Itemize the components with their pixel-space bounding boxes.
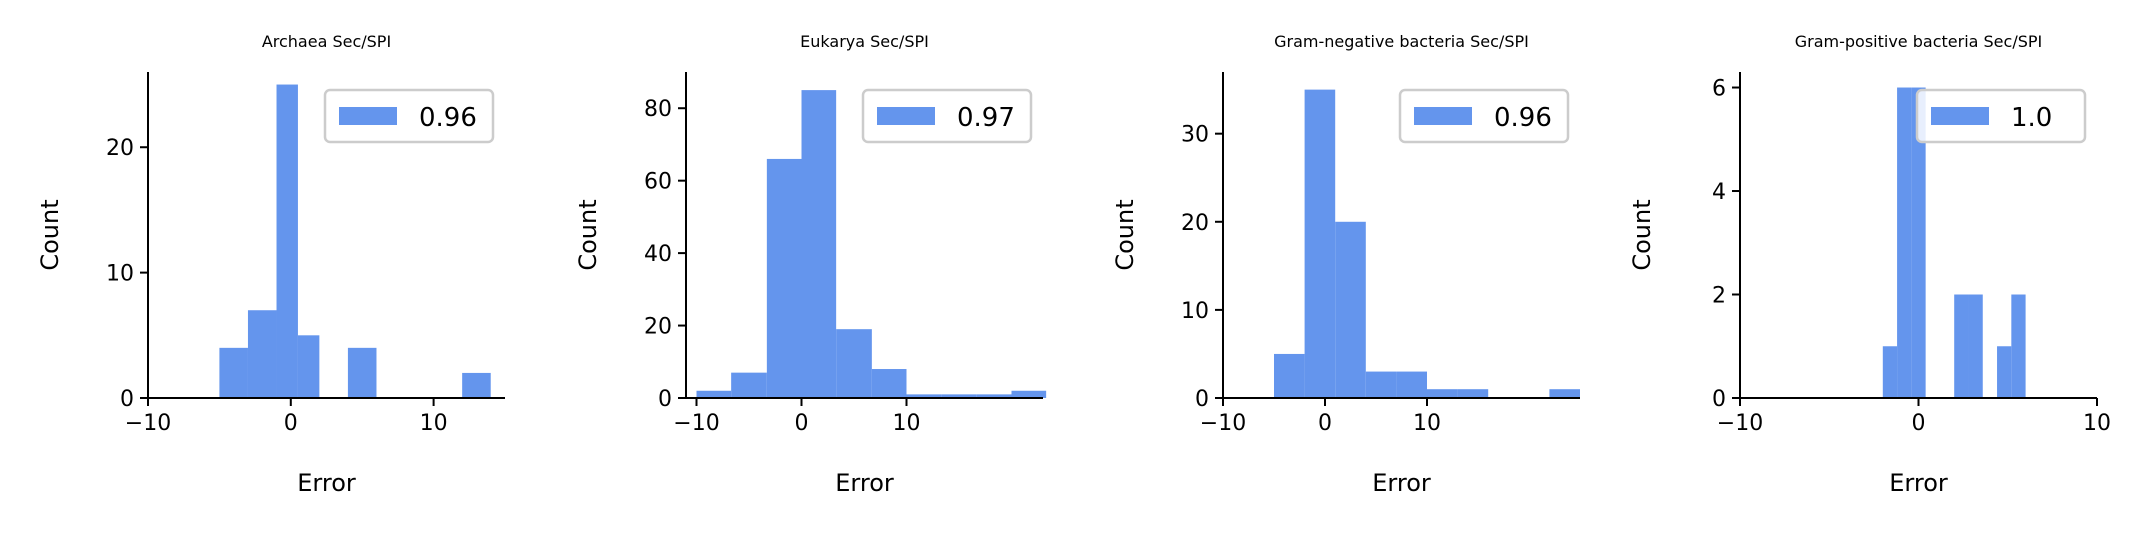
histogram-bar <box>1911 87 1926 399</box>
x-tick-label: 0 <box>1912 411 1926 436</box>
histogram-bar <box>1457 389 1489 398</box>
x-tick-label: 10 <box>1413 411 1441 436</box>
y-tick-label: 80 <box>644 97 672 122</box>
x-axis-label: Error <box>1889 469 1948 497</box>
histogram-bar <box>1427 389 1458 398</box>
histogram-bar <box>871 369 907 398</box>
y-tick-label: 0 <box>658 387 672 412</box>
y-axis-label: Count <box>574 199 602 270</box>
legend: 1.0 <box>1915 88 2087 144</box>
legend-swatch <box>1931 107 1989 125</box>
x-tick-label: −10 <box>1200 411 1246 436</box>
histogram-bar <box>731 372 767 398</box>
histogram-bar <box>1396 371 1427 398</box>
y-tick-label: 2 <box>1712 284 1726 309</box>
histogram-bar <box>906 394 942 398</box>
histogram-bar <box>1335 221 1366 398</box>
x-axis-label: Error <box>1372 469 1431 497</box>
x-tick-label: 0 <box>1318 411 1332 436</box>
histogram-bar <box>941 394 977 398</box>
legend-box <box>861 88 1033 144</box>
legend-swatch <box>877 107 935 125</box>
x-tick-label: 0 <box>284 411 298 436</box>
legend-label: 1.0 <box>2011 103 2052 133</box>
legend-box <box>1915 88 2087 144</box>
y-axis-label: Count <box>36 199 64 270</box>
y-axis-label: Count <box>1111 199 1139 270</box>
histogram-bar <box>1304 89 1336 399</box>
legend: 0.96 <box>1398 88 1570 144</box>
x-axis-label: Error <box>297 469 356 497</box>
y-tick-label: 6 <box>1712 77 1726 102</box>
legend-box <box>1398 88 1570 144</box>
legend: 0.97 <box>861 88 1033 144</box>
x-tick-label: −10 <box>125 411 171 436</box>
x-tick-label: 0 <box>795 411 809 436</box>
histogram-bar <box>1897 87 1912 399</box>
x-axis-label: Error <box>835 469 894 497</box>
y-tick-label: 4 <box>1712 180 1726 205</box>
histogram-bar <box>1365 371 1397 398</box>
y-tick-label: 40 <box>644 242 672 267</box>
histogram-bar <box>219 347 248 398</box>
histogram-bar <box>1882 346 1898 398</box>
chart-title: Eukarya Sec/SPI <box>800 32 929 51</box>
histogram-bar <box>801 90 837 398</box>
legend-label: 0.96 <box>419 103 477 133</box>
histogram-bar <box>1549 389 1580 398</box>
legend-box <box>323 88 495 144</box>
histogram-bar <box>276 84 298 399</box>
y-tick-label: 10 <box>106 262 134 287</box>
y-tick-label: 20 <box>1181 211 1209 236</box>
y-tick-label: 0 <box>1195 387 1209 412</box>
legend-swatch <box>339 107 397 125</box>
y-tick-label: 0 <box>120 387 134 412</box>
histogram-bar <box>1997 346 2012 398</box>
histogram-bar <box>297 335 320 398</box>
chart-title: Archaea Sec/SPI <box>262 32 391 51</box>
histogram-bar <box>696 390 732 398</box>
y-tick-label: 20 <box>106 136 134 161</box>
chart-title: Gram-positive bacteria Sec/SPI <box>1795 32 2042 51</box>
chart-title: Gram-negative bacteria Sec/SPI <box>1274 32 1529 51</box>
histogram-bar <box>1968 294 1983 398</box>
x-tick-label: 10 <box>2083 411 2111 436</box>
y-tick-label: 20 <box>644 315 672 340</box>
histogram-bar <box>766 158 802 398</box>
legend: 0.96 <box>323 88 495 144</box>
histogram-bar <box>976 394 1012 398</box>
histogram-bar <box>347 347 377 398</box>
x-tick-label: 10 <box>420 411 448 436</box>
histogram-bar <box>1011 390 1047 398</box>
y-tick-label: 60 <box>644 170 672 195</box>
histogram-bar <box>1954 294 1969 398</box>
histogram-bar <box>836 329 872 398</box>
histogram-bar <box>462 372 491 398</box>
x-tick-label: −10 <box>1717 411 1763 436</box>
legend-label: 0.97 <box>957 103 1015 133</box>
y-tick-label: 10 <box>1181 299 1209 324</box>
histogram-bar <box>1274 353 1305 398</box>
legend-label: 0.96 <box>1494 103 1552 133</box>
x-tick-label: 10 <box>893 411 921 436</box>
x-tick-label: −10 <box>673 411 719 436</box>
y-tick-label: 30 <box>1181 123 1209 148</box>
histogram-bar <box>2011 294 2026 398</box>
y-tick-label: 0 <box>1712 387 1726 412</box>
legend-swatch <box>1414 107 1472 125</box>
y-axis-label: Count <box>1628 199 1656 270</box>
histogram-bar <box>247 310 277 398</box>
